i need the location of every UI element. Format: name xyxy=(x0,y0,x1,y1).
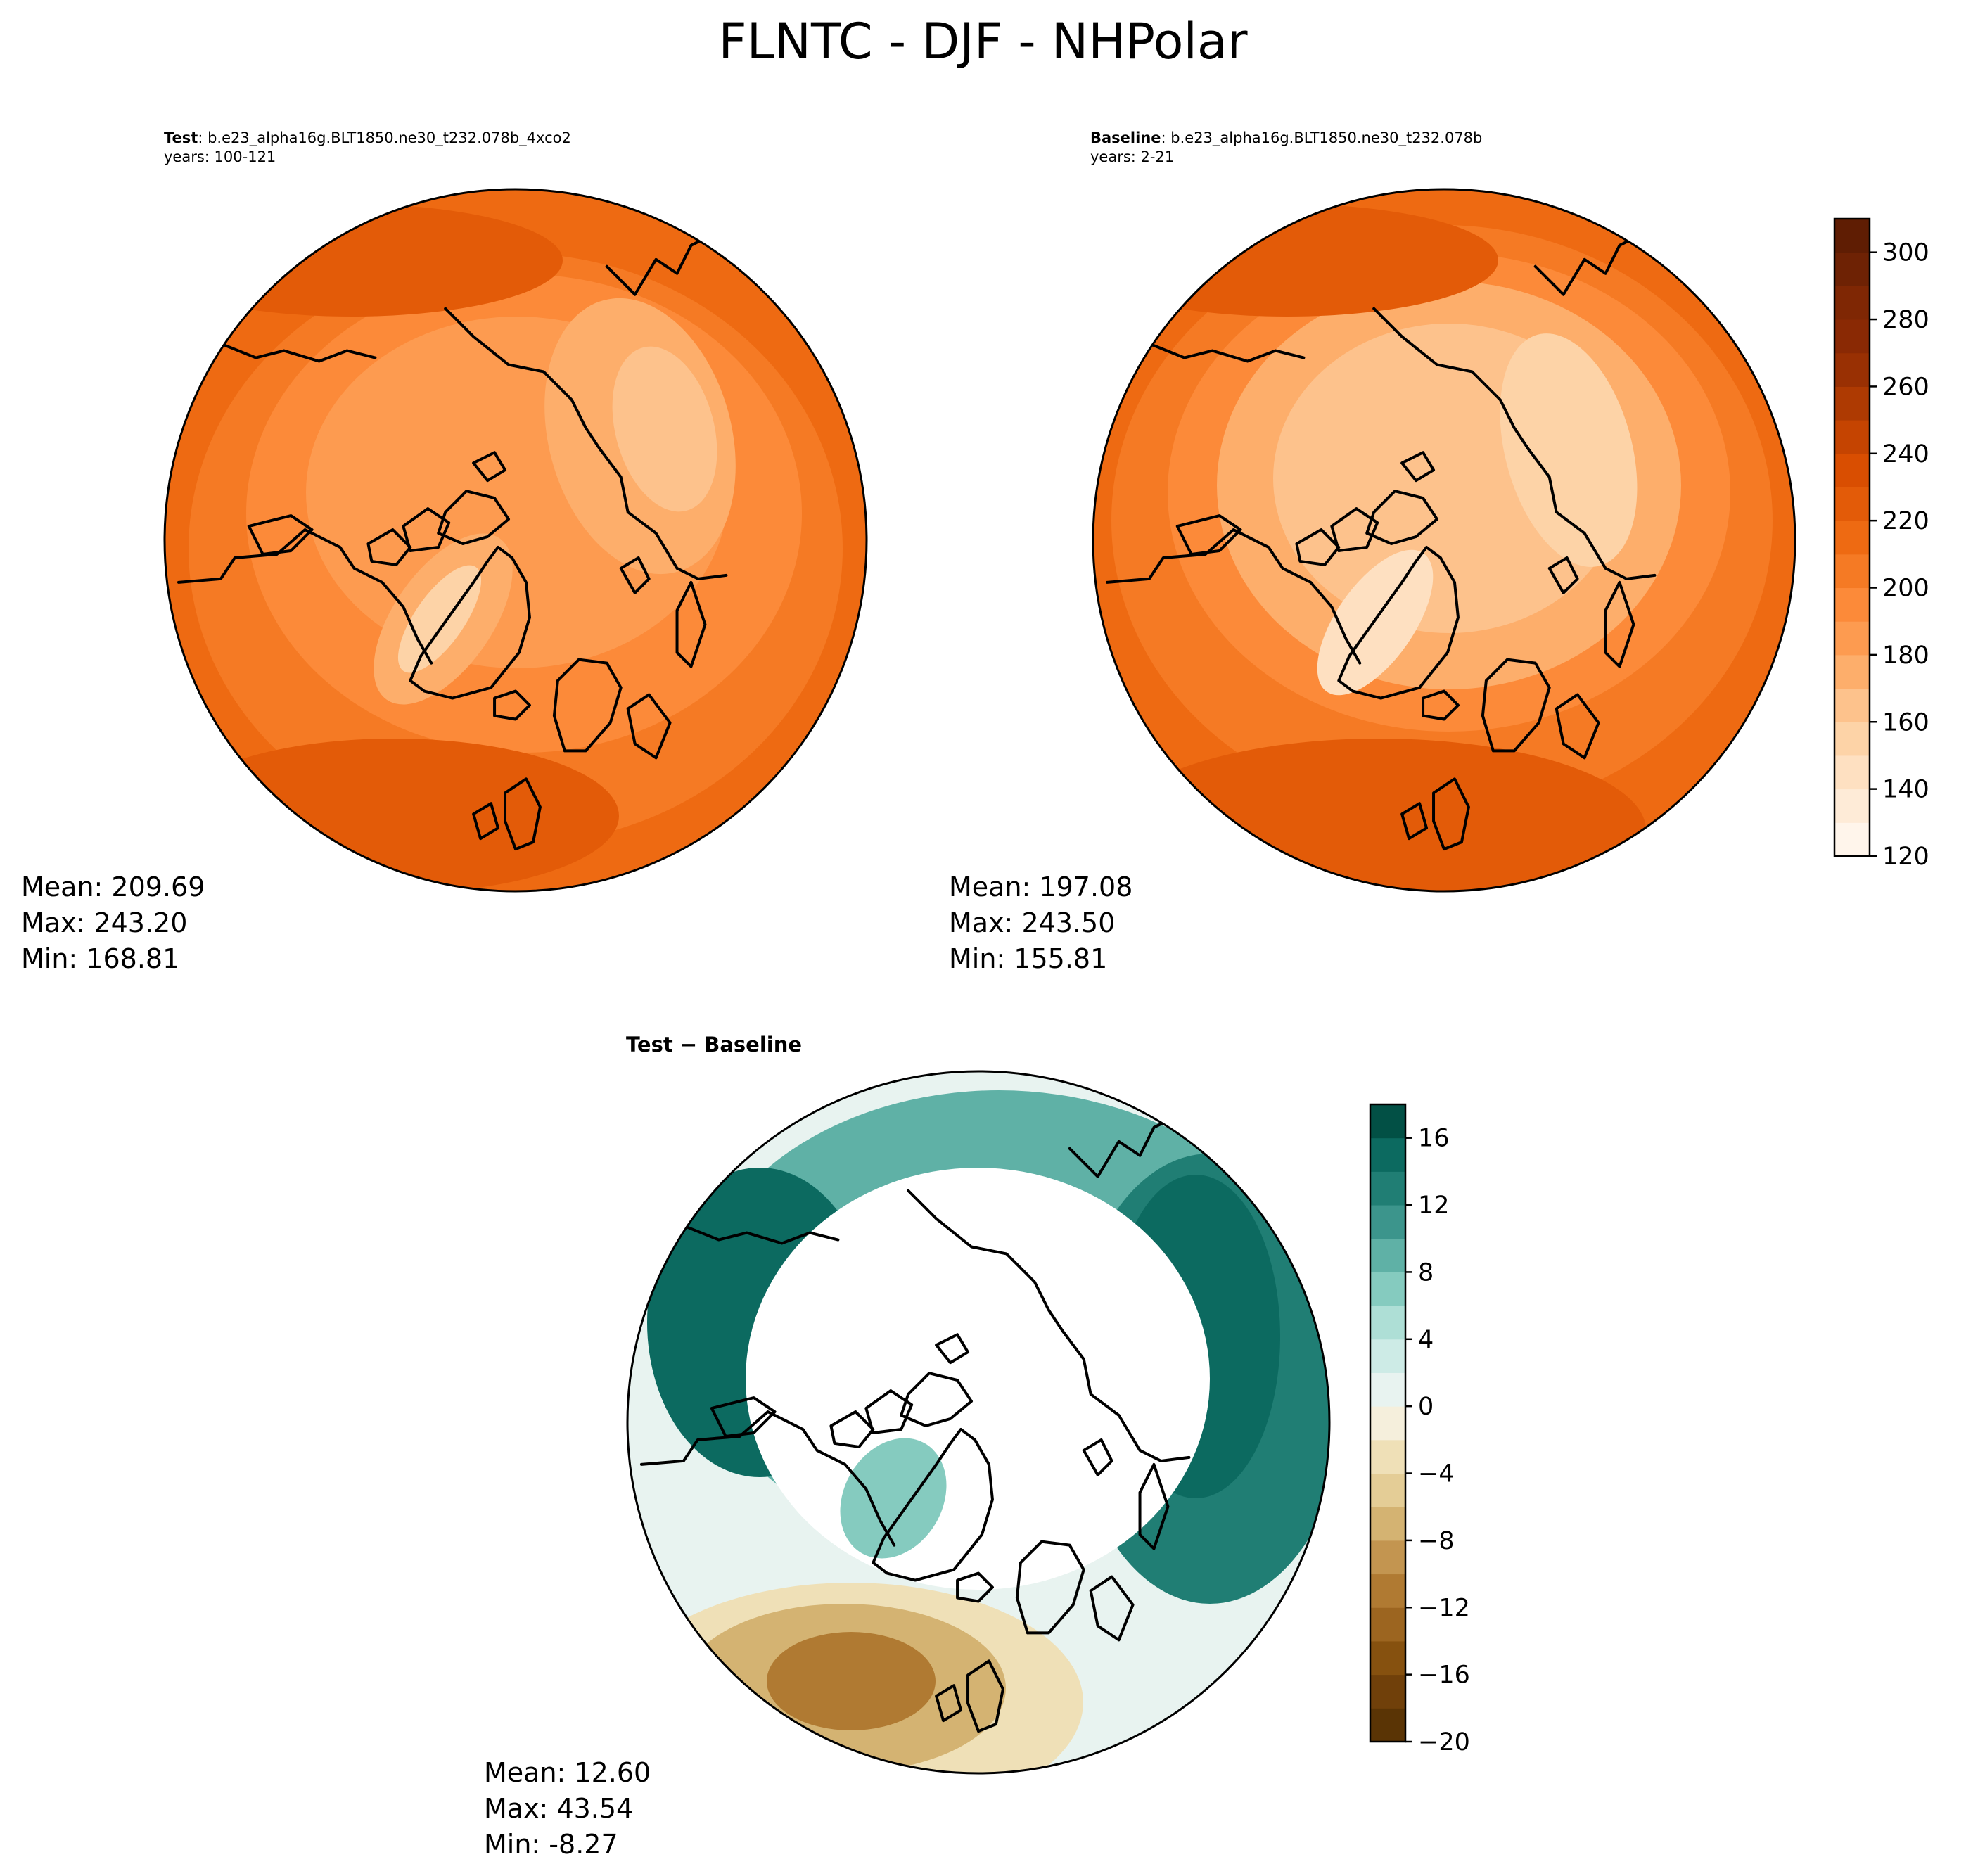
difference-colorbar: −20 −16 −12 −8 −4 0 4 8 12 16 xyxy=(1369,1103,1470,1756)
difference-colorbar-swatch xyxy=(1370,1607,1405,1642)
difference-stats: Mean: 12.60 Max: 43.54 Min: -8.27 xyxy=(484,1755,651,1863)
difference-colorbar-swatch xyxy=(1370,1171,1405,1206)
difference-map xyxy=(627,1071,1329,1773)
absolute-colorbar-swatch xyxy=(1834,521,1870,555)
difference-colorbar-tick-label: 0 xyxy=(1418,1393,1434,1421)
test-mean: Mean: 209.69 xyxy=(21,872,205,902)
absolute-colorbar-tick-label: 200 xyxy=(1882,575,1929,603)
test-map xyxy=(165,189,867,891)
difference-colorbar-swatch xyxy=(1370,1439,1405,1474)
test-case-name: : b.e23_alpha16g.BLT1850.ne30_t232.078b_… xyxy=(198,129,571,146)
difference-colorbar-swatch xyxy=(1370,1507,1405,1541)
absolute-colorbar-swatch xyxy=(1834,722,1870,756)
difference-colorbar-swatch xyxy=(1370,1306,1405,1340)
baseline-label: Baseline xyxy=(1090,129,1161,146)
difference-max: Max: 43.54 xyxy=(484,1793,634,1824)
absolute-colorbar-swatch xyxy=(1834,252,1870,286)
absolute-colorbar-swatch xyxy=(1834,352,1870,387)
absolute-colorbar: 120 140 160 180 200 220 240 260 280 300 xyxy=(1833,217,1929,871)
difference-colorbar-tick-label: 4 xyxy=(1418,1326,1434,1354)
difference-colorbar-swatch xyxy=(1370,1674,1405,1709)
baseline-min: Min: 155.81 xyxy=(949,943,1108,974)
difference-colorbar-tick-label: −20 xyxy=(1418,1728,1470,1756)
absolute-colorbar-swatch xyxy=(1834,587,1870,622)
absolute-colorbar-swatch xyxy=(1834,420,1870,454)
baseline-map-border xyxy=(1092,188,1796,893)
absolute-colorbar-swatch xyxy=(1834,822,1870,857)
difference-colorbar-swatch xyxy=(1370,1372,1405,1407)
absolute-colorbar-swatch xyxy=(1834,789,1870,823)
absolute-colorbar-tick-label: 220 xyxy=(1882,507,1929,535)
test-label: Test xyxy=(164,129,198,146)
difference-colorbar-swatch xyxy=(1370,1640,1405,1676)
baseline-max: Max: 243.50 xyxy=(949,907,1116,938)
absolute-colorbar-swatch xyxy=(1834,453,1870,487)
test-map-border xyxy=(163,188,868,893)
absolute-colorbar-swatch xyxy=(1834,755,1870,790)
difference-colorbar-swatch xyxy=(1370,1272,1405,1306)
difference-colorbar-tick-label: 8 xyxy=(1418,1258,1434,1287)
difference-colorbar-tick-label: −8 xyxy=(1418,1527,1455,1555)
absolute-colorbar-swatch xyxy=(1834,386,1870,421)
difference-colorbar-swatch xyxy=(1370,1540,1405,1575)
difference-colorbar-swatch xyxy=(1370,1708,1405,1742)
difference-colorbar-swatch xyxy=(1370,1574,1405,1608)
difference-colorbar-tick-label: −12 xyxy=(1418,1594,1470,1622)
absolute-colorbar-swatch xyxy=(1834,688,1870,722)
absolute-colorbar-swatch xyxy=(1834,219,1870,253)
baseline-case-name: : b.e23_alpha16g.BLT1850.ne30_t232.078b xyxy=(1161,129,1483,146)
absolute-colorbar-swatch xyxy=(1834,487,1870,521)
baseline-years: years: 2-21 xyxy=(1090,148,1175,165)
absolute-colorbar-tick-label: 160 xyxy=(1882,708,1929,736)
test-years: years: 100-121 xyxy=(164,148,276,165)
difference-colorbar-swatch xyxy=(1370,1406,1405,1441)
absolute-colorbar-frame xyxy=(1833,217,1871,857)
difference-colorbar-swatch xyxy=(1370,1238,1405,1272)
baseline-map xyxy=(1093,189,1795,891)
difference-colorbar-swatch xyxy=(1370,1104,1405,1139)
absolute-colorbar-swatch xyxy=(1834,319,1870,354)
difference-panel-title: Test − Baseline xyxy=(626,1033,803,1057)
difference-colorbar-tick-label: 12 xyxy=(1418,1192,1450,1220)
absolute-colorbar-tick-label: 140 xyxy=(1882,776,1929,804)
difference-map-border xyxy=(626,1070,1331,1775)
absolute-colorbar-tick-label: 180 xyxy=(1882,642,1929,670)
absolute-colorbar-swatch xyxy=(1834,286,1870,320)
absolute-colorbar-swatch xyxy=(1834,554,1870,589)
difference-colorbar-frame xyxy=(1369,1103,1407,1743)
difference-colorbar-swatch xyxy=(1370,1473,1405,1507)
baseline-mean: Mean: 197.08 xyxy=(949,872,1133,902)
test-min: Min: 168.81 xyxy=(21,943,180,974)
difference-min: Min: -8.27 xyxy=(484,1829,618,1860)
difference-colorbar-swatch xyxy=(1370,1137,1405,1172)
difference-colorbar-tick-label: −16 xyxy=(1418,1661,1470,1690)
absolute-colorbar-swatch xyxy=(1834,621,1870,656)
baseline-panel-header: Baseline: b.e23_alpha16g.BLT1850.ne30_t2… xyxy=(1090,129,1482,167)
difference-colorbar-tick-label: −4 xyxy=(1418,1460,1455,1488)
figure-title: FLNTC - DJF - NHPolar xyxy=(718,13,1248,70)
absolute-colorbar-tick-label: 300 xyxy=(1882,239,1929,267)
absolute-colorbar-tick-label: 260 xyxy=(1882,373,1929,401)
difference-colorbar-swatch xyxy=(1370,1205,1405,1239)
absolute-colorbar-tick-label: 280 xyxy=(1882,306,1929,334)
difference-mean: Mean: 12.60 xyxy=(484,1757,651,1788)
test-stats: Mean: 209.69 Max: 243.20 Min: 168.81 xyxy=(21,869,205,977)
difference-colorbar-tick-label: 16 xyxy=(1418,1125,1450,1153)
difference-colorbar-swatch xyxy=(1370,1339,1405,1373)
baseline-stats: Mean: 197.08 Max: 243.50 Min: 155.81 xyxy=(949,869,1132,977)
absolute-colorbar-tick-label: 240 xyxy=(1882,440,1929,468)
test-max: Max: 243.20 xyxy=(21,907,188,938)
absolute-colorbar-swatch xyxy=(1834,654,1870,689)
test-panel-header: Test: b.e23_alpha16g.BLT1850.ne30_t232.0… xyxy=(164,129,571,167)
absolute-colorbar-tick-label: 120 xyxy=(1882,843,1929,871)
